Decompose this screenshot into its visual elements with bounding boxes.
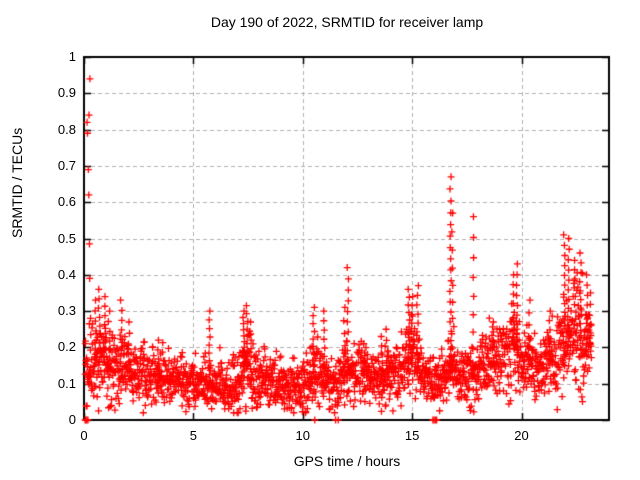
y-tick-label: 0.4 <box>57 266 76 282</box>
y-tick-label: 0.5 <box>57 230 76 246</box>
y-tick-label: 0.8 <box>57 121 76 137</box>
y-tick-label: 1 <box>68 49 76 64</box>
y-tick-label: 0.3 <box>57 303 76 319</box>
y-tick-label: 0.6 <box>57 194 76 210</box>
y-tick-label: 0 <box>68 412 76 427</box>
y-tick-label: 0.2 <box>57 339 76 355</box>
y-tick-label: 0.1 <box>57 375 76 391</box>
x-tick-label: 15 <box>404 428 420 443</box>
chart-title: Day 190 of 2022, SRMTID for receiver lam… <box>210 14 484 30</box>
x-tick-label: 20 <box>514 428 529 443</box>
y-tick-label: 0.9 <box>57 85 76 101</box>
x-tick-label: 10 <box>295 428 310 443</box>
x-axis-label: GPS time / hours <box>293 453 401 469</box>
y-tick-label: 0.7 <box>57 157 76 173</box>
x-tick-label: 0 <box>80 428 88 443</box>
x-tick-label: 5 <box>189 428 197 443</box>
